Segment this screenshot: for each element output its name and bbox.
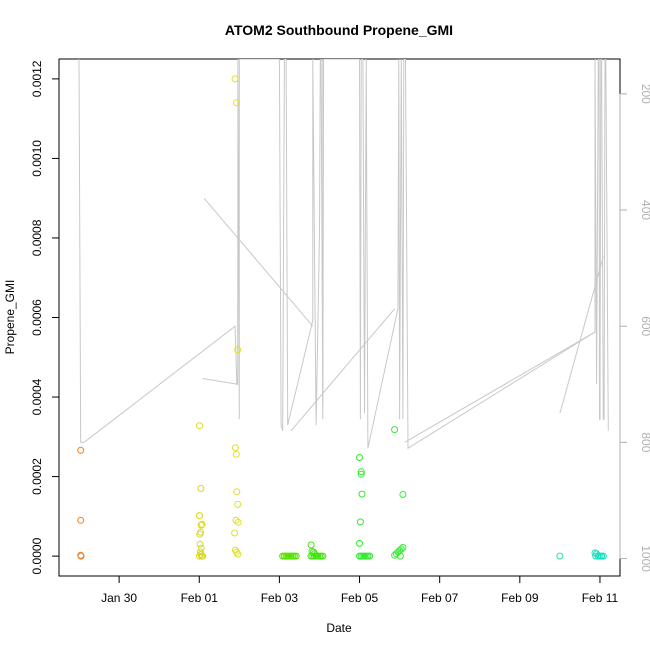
right-tick-label: 600 <box>639 316 650 336</box>
pressure-line-segment <box>203 198 314 327</box>
data-point <box>556 552 564 560</box>
chart-title: ATOM2 Southbound Propene_GMI <box>225 22 453 38</box>
y-tick-label: 0.0000 <box>30 537 44 574</box>
data-point <box>292 552 300 560</box>
y-tick-label: 0.0002 <box>30 458 44 495</box>
data-point <box>196 540 204 548</box>
data-point <box>396 552 404 560</box>
data-point <box>197 521 205 529</box>
data-point <box>233 548 240 556</box>
x-tick-label: Feb 07 <box>421 591 459 605</box>
data-point <box>233 488 241 496</box>
x-tick-label: Feb 11 <box>582 591 619 605</box>
data-point <box>196 512 203 520</box>
pressure-line-segment <box>404 331 596 443</box>
data-point <box>232 516 240 524</box>
pressure-line-segment <box>202 378 238 385</box>
x-tick-label: Jan 30 <box>101 591 137 605</box>
data-point <box>231 529 239 537</box>
points-layer <box>77 75 607 560</box>
y-tick-label: 0.0010 <box>30 140 44 177</box>
data-point <box>196 530 204 538</box>
y-tick-label: 0.0004 <box>30 378 44 415</box>
y-tick-label: 0.0006 <box>30 299 44 336</box>
right-tick-label: 400 <box>639 200 650 220</box>
right-axis: 200 400 600 800 1000 <box>619 84 650 572</box>
data-point <box>391 426 399 434</box>
data-point <box>77 552 85 560</box>
pressure-line <box>78 59 609 450</box>
data-point <box>198 520 206 528</box>
y-axis: 0.0000 0.0002 0.0004 0.0006 0.0008 0.0010 0.00… <box>30 60 60 574</box>
data-point <box>231 444 239 452</box>
x-axis-label: Date <box>326 621 352 635</box>
data-point <box>356 539 363 547</box>
y-tick-label: 0.0008 <box>30 219 44 256</box>
data-point <box>234 518 242 526</box>
data-point <box>319 552 327 560</box>
data-point <box>231 75 239 83</box>
data-point <box>77 516 85 524</box>
data-point <box>599 552 607 560</box>
pressure-line-segment <box>559 256 604 414</box>
data-point <box>234 346 242 354</box>
line-series-layer <box>78 59 609 450</box>
data-point <box>77 446 85 454</box>
pressure-line-segment <box>290 308 395 432</box>
data-point <box>199 552 207 560</box>
x-tick-label: Feb 09 <box>501 591 539 605</box>
data-point <box>366 552 374 560</box>
data-point <box>234 550 242 558</box>
right-tick-label: 800 <box>639 432 650 452</box>
data-point <box>233 99 240 107</box>
y-tick-label: 0.0012 <box>30 60 44 97</box>
data-point <box>197 485 205 492</box>
data-point <box>399 491 407 498</box>
data-point <box>234 500 242 508</box>
x-tick-label: Feb 05 <box>341 591 379 605</box>
data-point <box>307 541 315 549</box>
data-point <box>358 490 366 498</box>
right-tick-label: 200 <box>639 84 650 104</box>
x-tick-label: Feb 01 <box>181 591 219 605</box>
plot-frame <box>58 58 621 577</box>
data-point <box>232 450 240 458</box>
x-tick-label: Feb 03 <box>261 591 299 605</box>
data-point <box>357 470 365 478</box>
data-point <box>356 454 363 461</box>
x-axis: Jan 30 Feb 01 Feb 03 Feb 05 Feb 07 Feb 09 Feb … <box>101 575 619 605</box>
data-point <box>356 518 364 526</box>
data-point <box>357 468 365 476</box>
data-point <box>196 422 203 430</box>
right-tick-label: 1000 <box>639 545 650 572</box>
y-axis-label: Propene_GMI <box>3 280 17 355</box>
data-point <box>196 552 203 560</box>
